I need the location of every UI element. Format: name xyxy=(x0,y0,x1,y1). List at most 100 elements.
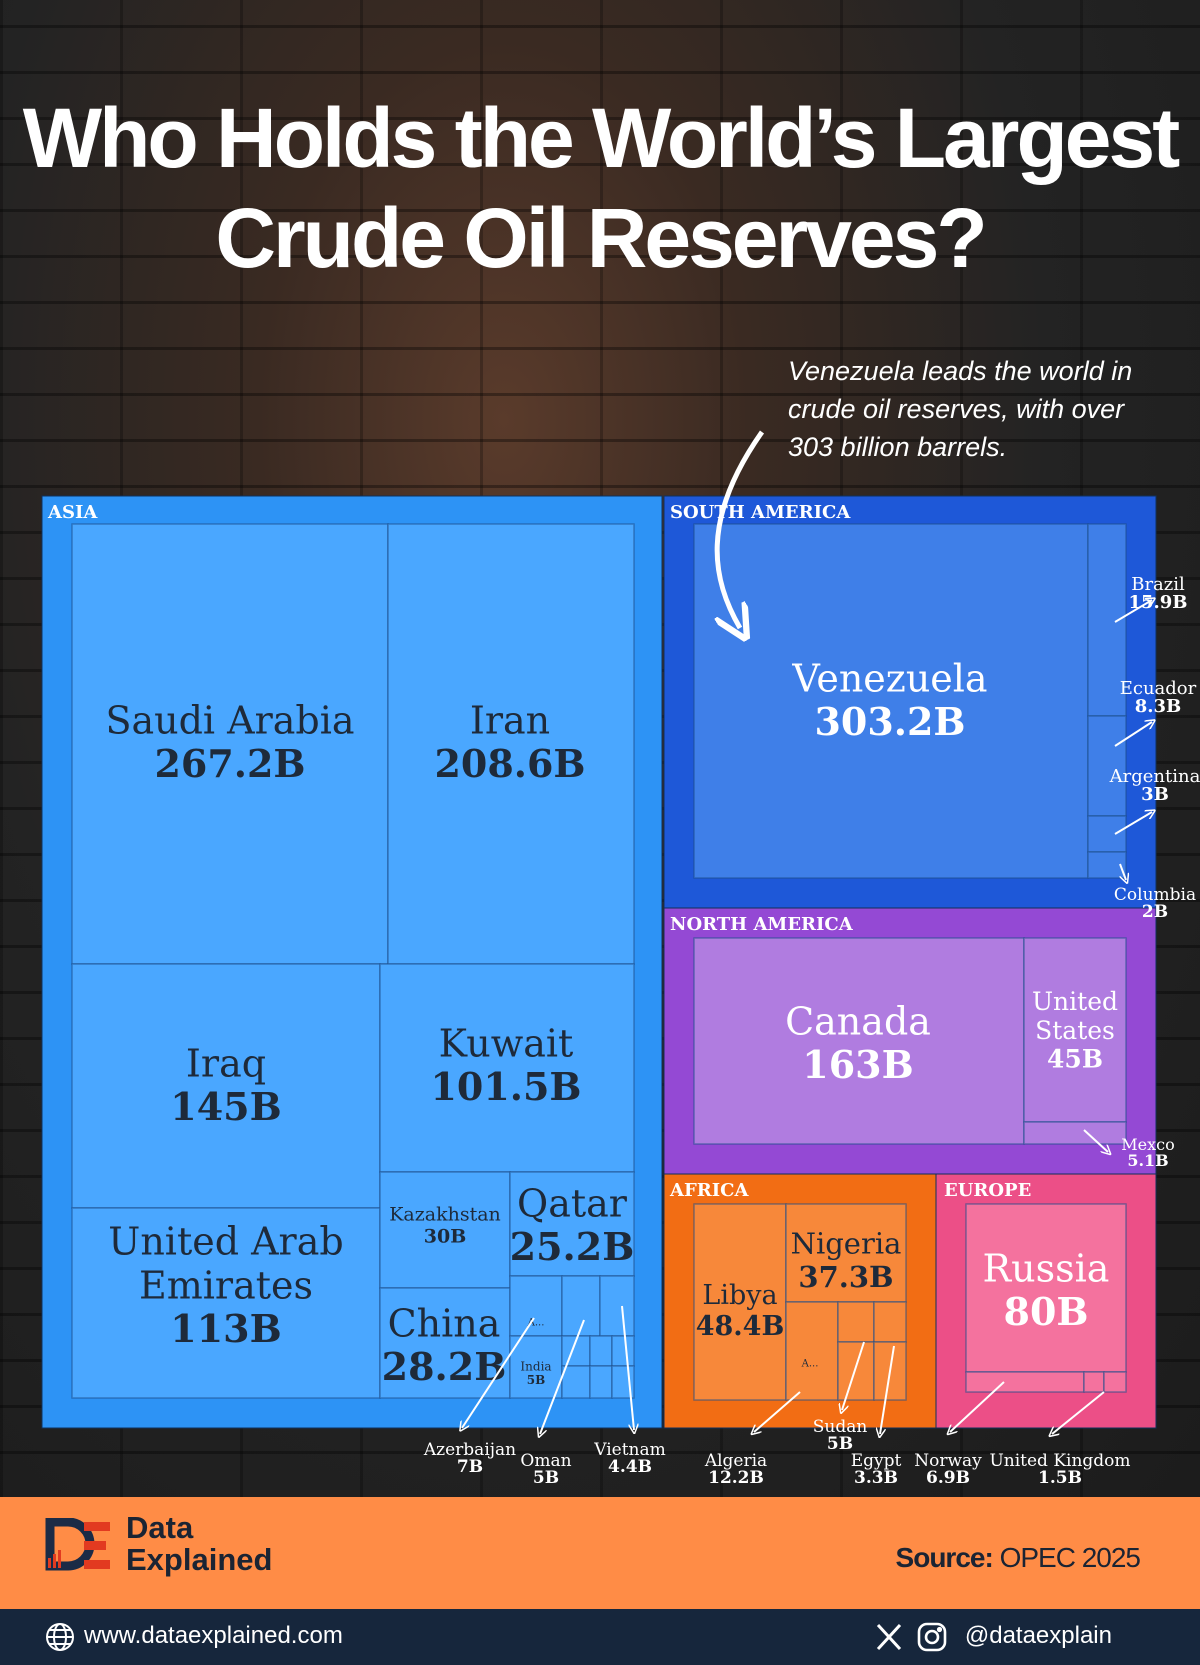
treemap-cell-15 xyxy=(561,1365,591,1399)
treemap-cell-7 xyxy=(379,1287,511,1399)
callout-mexco: Mexco 5.1B xyxy=(1121,1135,1174,1170)
callout-arrow-icon xyxy=(754,1391,801,1432)
callout-oman: Oman 5B xyxy=(520,1451,571,1488)
venezuela-annotation: Venezuela leads the world in crude oil r… xyxy=(788,356,1133,462)
treemap-cell-11 xyxy=(509,1335,563,1399)
cell-label-line: Iran xyxy=(470,698,550,742)
callout-line: 8.3B xyxy=(1135,696,1182,717)
cell-label-line: Nigeria xyxy=(791,1226,902,1260)
instagram-icon[interactable] xyxy=(916,1621,948,1653)
treemap-chart: ASIA SOUTH AMERICA NORTH AMERICA AFRICA EURO… xyxy=(41,430,1200,1488)
treemap-cell-16 xyxy=(589,1365,613,1399)
bottom-bar xyxy=(0,1609,1200,1665)
cell-label-line: Kuwait xyxy=(439,1021,574,1065)
treemap-cell-5 xyxy=(379,1171,511,1289)
source-label: Source: xyxy=(895,1542,994,1573)
region-label-north-america: NORTH AMERICA xyxy=(670,914,854,935)
region-label-asia: ASIA xyxy=(47,502,98,523)
cell-label-india: India 5B xyxy=(520,1359,551,1387)
callout-arrow-icon xyxy=(1083,1129,1108,1152)
treemap-cell-28 xyxy=(785,1301,839,1401)
brand-line1: Data xyxy=(126,1510,194,1545)
cell-label-line: 208.6B xyxy=(434,741,585,786)
treemap-cell-3 xyxy=(71,1207,381,1399)
treemap-cell-18 xyxy=(693,523,1089,879)
region-label-europe: EUROPE xyxy=(944,1180,1031,1201)
callout-line: 5.1B xyxy=(1127,1151,1168,1170)
treemap-cell-4 xyxy=(379,963,635,1173)
callout-arrow-icon xyxy=(842,1341,865,1410)
callout-line: 5B xyxy=(827,1434,853,1454)
cell-label-line: China xyxy=(388,1301,501,1345)
callout-line: 15.9B xyxy=(1128,592,1187,613)
cell-label-line: A... xyxy=(801,1359,819,1370)
callout-line: Vietnam xyxy=(593,1440,666,1460)
callout-line: Oman xyxy=(520,1451,571,1471)
globe-icon xyxy=(44,1621,76,1653)
x-icon[interactable] xyxy=(874,1622,904,1652)
social-handle[interactable]: @dataexplain xyxy=(964,1622,1112,1649)
cell-label-line: 28.2B xyxy=(382,1344,507,1389)
cell-label-line: Iraq xyxy=(186,1041,266,1085)
source-credit: Source: OPEC 2025 xyxy=(895,1542,1141,1574)
treemap-cell-1 xyxy=(387,523,635,965)
cell-label-line: 163B xyxy=(802,1042,913,1087)
callout-line: 12.2B xyxy=(708,1468,764,1488)
treemap-cell-30 xyxy=(873,1301,907,1343)
treemap-cell-10 xyxy=(599,1275,635,1337)
brand-name: Data Explained xyxy=(126,1512,272,1576)
cell-label-line: 45B xyxy=(1047,1045,1103,1074)
cell-label-line: 30B xyxy=(424,1226,467,1248)
callout-arrow-icon xyxy=(621,1305,634,1430)
cell-label-saudi-arabia: Saudi Arabia 267.2B xyxy=(105,698,354,786)
callout-algeria: Algeria 12.2B xyxy=(704,1451,767,1488)
treemap-cell-0 xyxy=(71,523,389,965)
cell-label-venezuela: Venezuela 303.2B xyxy=(791,656,987,744)
cell-label-iran: Iran 208.6B xyxy=(434,698,585,786)
region-label-africa: AFRICA xyxy=(669,1180,749,1201)
cell-label-kuwait: Kuwait 101.5B xyxy=(430,1021,581,1109)
callout-ecuador: Ecuador 8.3B xyxy=(1120,678,1197,717)
callout-line: 7B xyxy=(457,1457,483,1477)
callout-vietnam: Vietnam 4.4B xyxy=(593,1440,666,1477)
cell-label-line: United Arab xyxy=(108,1220,343,1264)
footer-band xyxy=(0,1497,1200,1609)
cell-label-line: 25.2B xyxy=(510,1224,635,1269)
callout-line: 3.3B xyxy=(854,1468,898,1488)
treemap-cell-36 xyxy=(1103,1371,1127,1393)
cell-label-iraq: Iraq 145B xyxy=(170,1041,281,1129)
callout-line: Azerbaijan xyxy=(423,1440,516,1460)
cell-label-line: Canada xyxy=(785,999,931,1043)
cell-label-line: 80B xyxy=(1004,1289,1089,1334)
callout-arrow-icon xyxy=(1052,1391,1105,1434)
callout-line: Columbia xyxy=(1114,885,1196,905)
treemap-cell-25 xyxy=(1023,1121,1127,1145)
cell-label-line: 48.4B xyxy=(696,1311,785,1342)
callout-sudan: Sudan 5B xyxy=(813,1417,868,1454)
callout-argentina: Argentina 3B xyxy=(1109,766,1200,805)
cell-label-china: China 28.2B xyxy=(382,1301,507,1389)
treemap-cell-29 xyxy=(837,1301,875,1343)
treemap-cell-34 xyxy=(965,1371,1085,1393)
callout-columbia: Columbia 2B xyxy=(1114,885,1196,922)
callout-line: Egypt xyxy=(851,1451,902,1471)
callout-united-kingdom: United Kingdom 1.5B xyxy=(989,1451,1130,1488)
callout-line: Sudan xyxy=(813,1417,868,1437)
cell-label-line: A... xyxy=(527,1318,545,1329)
cell-label-united-arab: United Arab Emirates 113B xyxy=(108,1220,343,1351)
callout-line: Argentina xyxy=(1109,766,1200,787)
callout-line: Norway xyxy=(914,1451,982,1471)
cell-label-line: 303.2B xyxy=(814,699,965,744)
cell-label-a: A... xyxy=(801,1359,819,1370)
treemap-cell-31 xyxy=(837,1341,875,1401)
callout-line: Algeria xyxy=(704,1451,767,1471)
website-link[interactable]: www.dataexplained.com xyxy=(84,1622,343,1649)
callout-arrow-icon xyxy=(950,1381,1005,1432)
cell-label-russia: Russia 80B xyxy=(983,1246,1110,1334)
brand-logo-icon xyxy=(44,1517,114,1574)
treemap-cell-20 xyxy=(1087,715,1127,817)
cell-label-libya: Libya 48.4B xyxy=(696,1280,785,1342)
cell-label-line: India xyxy=(520,1359,551,1373)
treemap-cell-21 xyxy=(1087,815,1127,853)
